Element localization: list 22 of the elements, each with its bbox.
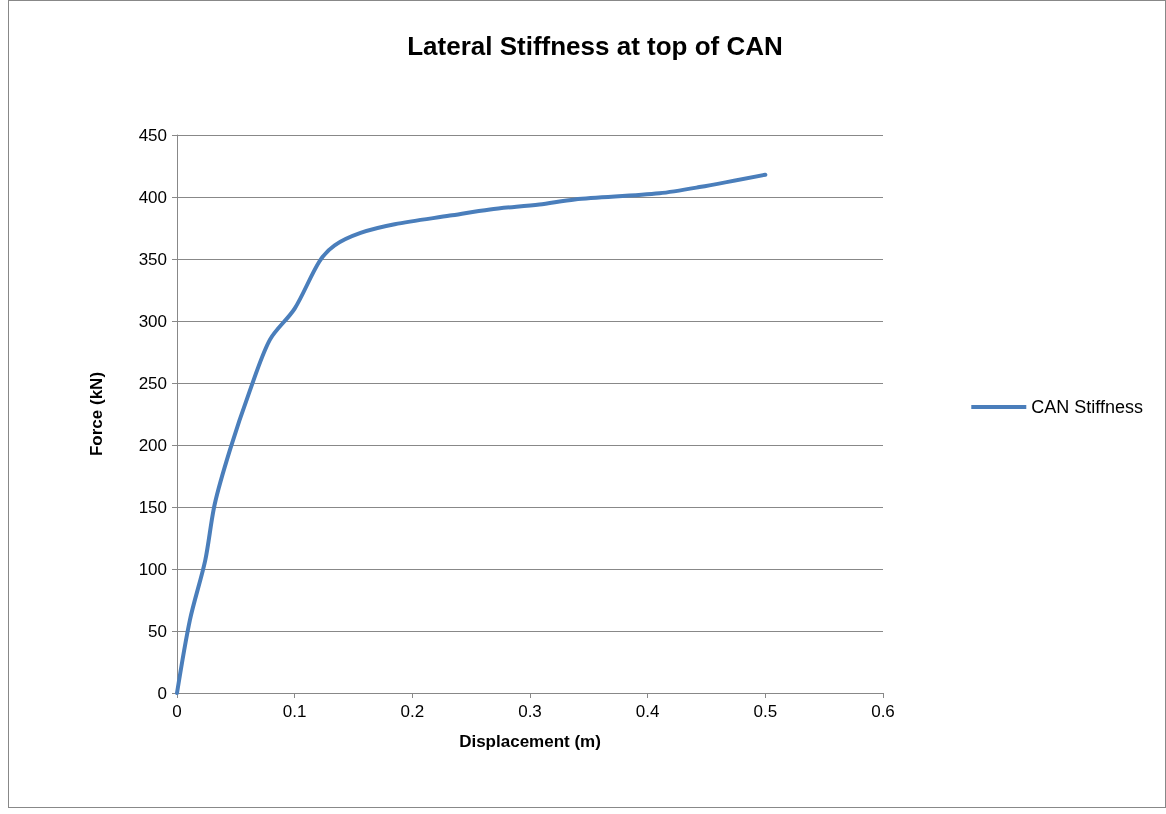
chart-title: Lateral Stiffness at top of CAN xyxy=(407,31,783,61)
y-tick-label: 350 xyxy=(138,249,167,269)
y-tick-label: 250 xyxy=(138,373,167,393)
x-tick-label: 0 xyxy=(172,702,182,721)
y-tick-label: 300 xyxy=(138,311,167,331)
x-tick-label: 0.2 xyxy=(400,702,425,721)
x-axis-title: Displacement (m) xyxy=(459,732,601,751)
x-tick-label: 0.5 xyxy=(753,702,778,721)
y-tick-label: 0 xyxy=(157,683,167,703)
x-tick-label: 0.3 xyxy=(518,702,542,721)
x-tick-label: 0.4 xyxy=(635,702,660,721)
y-axis-title: Force (kN) xyxy=(87,371,106,457)
y-tick-label: 200 xyxy=(138,435,167,455)
legend-label: CAN Stiffness xyxy=(1031,397,1144,417)
y-tick-label: 400 xyxy=(138,187,167,207)
x-tick-label: 0.1 xyxy=(282,702,307,721)
y-tick-label: 450 xyxy=(138,125,167,145)
line-series xyxy=(175,172,768,695)
x-tick-label: 0.6 xyxy=(871,702,895,721)
y-tick-label: 100 xyxy=(138,559,167,579)
y-tick-label: 50 xyxy=(148,621,167,641)
y-tick-label: 150 xyxy=(138,497,167,517)
